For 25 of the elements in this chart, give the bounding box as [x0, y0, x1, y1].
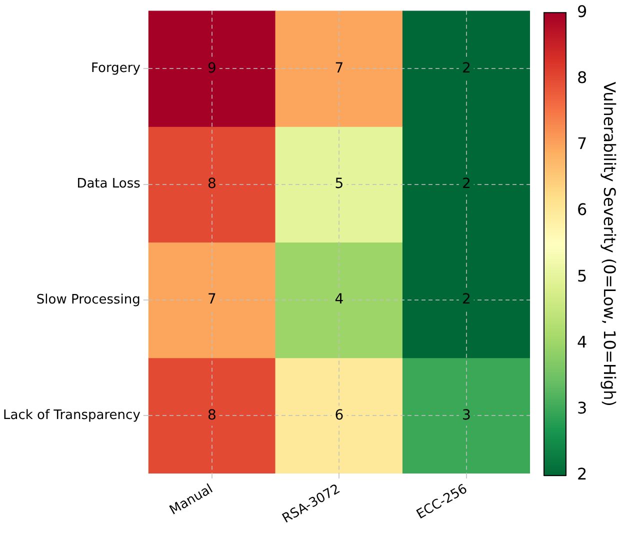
color-bar-label: 8 — [577, 68, 588, 87]
data-label: 9 — [208, 60, 216, 76]
data-label: 8 — [208, 176, 216, 192]
data-label: 2 — [462, 292, 471, 308]
data-label: 2 — [462, 176, 471, 192]
y-tick-label: Forgery — [91, 61, 141, 76]
data-label: 6 — [334, 407, 344, 424]
data-label: 7 — [208, 292, 216, 308]
data-label: 8 — [208, 407, 216, 424]
color-bar-label: 5 — [577, 266, 588, 286]
data-label: 4 — [334, 292, 344, 308]
color-bar-label: 2 — [577, 464, 588, 484]
color-bar-label: 9 — [577, 2, 588, 21]
color-bar-label: 3 — [577, 398, 588, 418]
y-tick-label: Lack of Transparency — [3, 408, 141, 424]
color-bar-label: 4 — [577, 332, 588, 352]
color-bar-title: Vulnerability Severity (0=Low, 10=High) — [600, 82, 620, 406]
y-tick-label: Data Loss — [76, 176, 141, 192]
data-label: 3 — [462, 407, 471, 424]
color-bar-label: 6 — [577, 200, 588, 220]
data-label: 5 — [334, 176, 344, 192]
data-label: 7 — [334, 60, 344, 76]
y-tick-label: Slow Processing — [36, 292, 140, 308]
data-label: 2 — [462, 60, 471, 76]
color-bar-label: 7 — [577, 134, 588, 154]
